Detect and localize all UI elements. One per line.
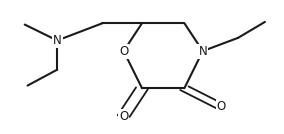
- Text: O: O: [119, 45, 128, 58]
- Text: O: O: [119, 110, 128, 123]
- Text: N: N: [199, 45, 207, 58]
- Text: O: O: [216, 100, 226, 113]
- Text: N: N: [53, 34, 62, 47]
